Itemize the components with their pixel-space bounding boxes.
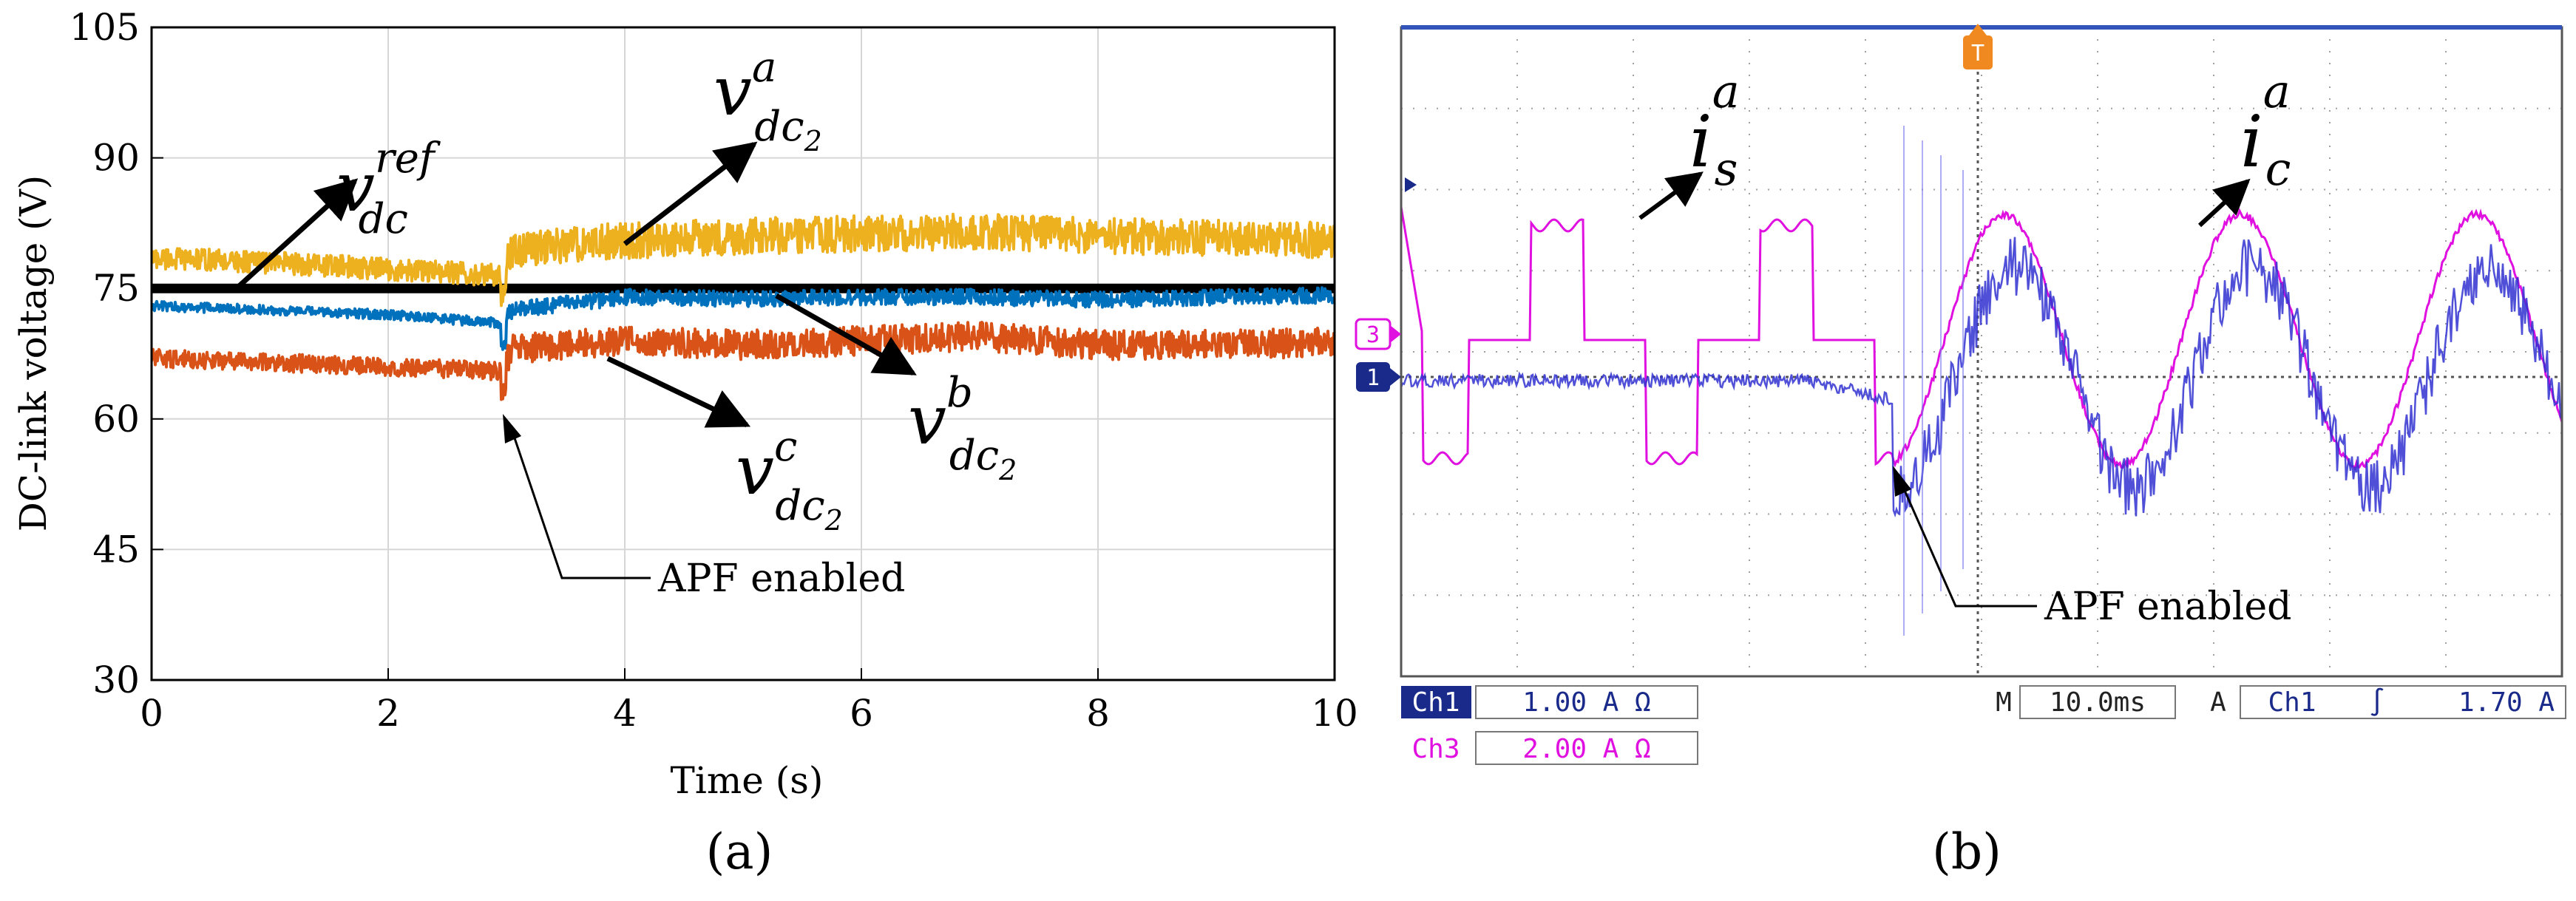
timebase-box xyxy=(2019,685,2176,719)
label-v-b: vb dc2 xyxy=(908,369,1017,486)
ch1-scale: 1.00 A Ω xyxy=(1522,687,1650,718)
trigger-channel: Ch1 xyxy=(2268,687,2316,718)
label-i-c: ia c xyxy=(2240,64,2291,196)
arrow-b xyxy=(775,293,917,376)
series-group-a xyxy=(152,212,1335,401)
apf-leader-a xyxy=(509,424,651,579)
apf-label-b: APF enabled xyxy=(2044,585,2291,629)
panel-label-a: (a) xyxy=(706,823,773,880)
arrow-ref xyxy=(234,178,359,290)
y-axis-label-a: DC-link voltage (V) xyxy=(12,175,55,531)
ch3-marker-label: 3 xyxy=(1366,322,1380,348)
apf-leader-b xyxy=(1899,480,2037,608)
y-tick-label: 105 xyxy=(70,6,140,49)
ch3-scale-box xyxy=(1475,731,1698,765)
x-axis-label-a: Time (s) xyxy=(671,759,824,802)
trigger-slope-icon: ∫ xyxy=(2369,687,2385,718)
ch3-status-label: Ch3 xyxy=(1411,734,1460,764)
x-tick-label: 0 xyxy=(140,692,163,735)
y-tick-label: 75 xyxy=(92,267,140,310)
ch1-marker-tip xyxy=(1390,368,1401,386)
y-tick-label: 90 xyxy=(92,137,140,180)
arrow-c xyxy=(606,356,751,428)
label-v-a: va dc2 xyxy=(714,44,822,157)
ch1-scale-box xyxy=(1475,685,1698,719)
x-tick-label: 2 xyxy=(376,692,400,735)
x-tick-label: 8 xyxy=(1086,692,1110,735)
apf-arrowhead-a xyxy=(503,414,521,443)
arrow-a xyxy=(623,141,758,246)
x-tick-label: 6 xyxy=(850,692,873,735)
axes-frame-a xyxy=(150,26,1336,681)
trigger-marker-tip xyxy=(1969,24,1987,35)
ch1-status-label: Ch1 xyxy=(1411,687,1460,718)
trace-compensation-current xyxy=(1401,237,2562,518)
plot-area-a xyxy=(152,27,1335,680)
ticks-a: 0 2 4 6 8 10 30 45 60 75 90 105 xyxy=(70,6,1358,735)
apf-arrowhead-b xyxy=(1893,466,1911,497)
series-line-v-dc2-a xyxy=(152,212,1335,307)
grid-b xyxy=(1401,27,2562,676)
timebase-value: 10.0ms xyxy=(2050,687,2146,718)
y-tick-label: 60 xyxy=(92,398,140,441)
ch3-marker-tip xyxy=(1390,325,1401,343)
label-v-ref: vref dc xyxy=(336,135,441,243)
ch1-status-tag xyxy=(1401,686,1471,718)
x-tick-label: 10 xyxy=(1311,692,1358,735)
ch1-marker xyxy=(1356,362,1390,392)
ch3-scale: 2.00 A Ω xyxy=(1522,734,1650,764)
series-line-v-dc2-b xyxy=(152,286,1335,351)
series-line-v-dc2-c xyxy=(152,321,1335,401)
trigger-box xyxy=(2240,685,2566,719)
trigger-mode: A xyxy=(2210,687,2226,718)
arrow-is xyxy=(1638,171,1704,220)
arrow-ic xyxy=(2197,178,2251,228)
x-tick-label: 4 xyxy=(613,692,637,735)
label-v-c: vc dc2 xyxy=(736,423,843,537)
trace-source-current xyxy=(1401,206,2562,472)
trigger-marker-label: T xyxy=(1971,41,1984,67)
panel-a-voltage-chart: 0 2 4 6 8 10 30 45 60 75 90 105 Time (s) DC-link vo… xyxy=(12,6,1358,880)
label-i-s: ia s xyxy=(1689,64,1740,196)
panel-label-b: (b) xyxy=(1932,823,2002,880)
y-tick-label: 30 xyxy=(92,659,140,701)
apf-label-a: APF enabled xyxy=(657,557,905,601)
trigger-level: 1.70 A xyxy=(2458,687,2555,718)
timebase-prefix: M xyxy=(1996,687,2012,718)
panel-b-oscilloscope: 3 1 T APF enabled ia s ia c Ch1 1.00 A Ω C… xyxy=(1355,24,2566,880)
y-tick-label: 45 xyxy=(92,528,140,571)
trigger-marker xyxy=(1963,35,1993,69)
ch1-ground-pointer xyxy=(1405,177,1417,192)
series-group-b xyxy=(1401,126,2562,636)
ch1-marker-label: 1 xyxy=(1366,365,1380,391)
